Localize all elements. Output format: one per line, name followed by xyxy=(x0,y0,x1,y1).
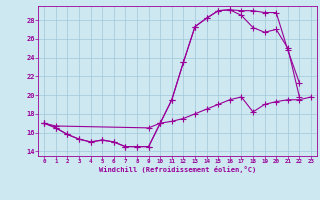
X-axis label: Windchill (Refroidissement éolien,°C): Windchill (Refroidissement éolien,°C) xyxy=(99,166,256,173)
